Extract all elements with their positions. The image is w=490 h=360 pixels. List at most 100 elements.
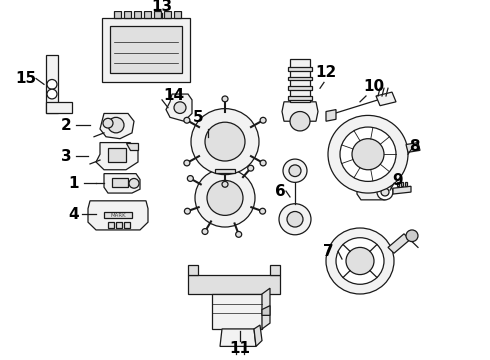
Polygon shape [124, 222, 130, 228]
Polygon shape [405, 183, 407, 186]
Circle shape [236, 231, 242, 237]
Polygon shape [134, 10, 141, 18]
Text: 2: 2 [61, 118, 72, 132]
Circle shape [222, 96, 228, 102]
Polygon shape [288, 96, 312, 100]
Polygon shape [288, 86, 312, 90]
Circle shape [174, 102, 186, 113]
Polygon shape [46, 55, 58, 113]
Circle shape [328, 116, 408, 193]
Text: 6: 6 [274, 184, 285, 199]
Circle shape [336, 238, 384, 284]
Circle shape [191, 109, 259, 175]
Circle shape [381, 188, 389, 196]
Circle shape [289, 165, 301, 176]
Text: 11: 11 [229, 341, 250, 356]
Polygon shape [88, 201, 148, 230]
Text: 3: 3 [61, 149, 72, 164]
Polygon shape [254, 325, 262, 346]
Text: 12: 12 [316, 65, 337, 80]
Polygon shape [104, 174, 140, 193]
Circle shape [248, 165, 254, 171]
Circle shape [260, 160, 266, 166]
Polygon shape [108, 148, 126, 162]
Polygon shape [290, 59, 310, 102]
Polygon shape [164, 10, 171, 18]
Polygon shape [102, 18, 190, 82]
Text: 14: 14 [164, 89, 185, 103]
Circle shape [260, 117, 266, 123]
Circle shape [184, 117, 190, 123]
Polygon shape [288, 67, 312, 71]
Polygon shape [96, 143, 138, 170]
Text: 9: 9 [392, 173, 403, 188]
Text: 10: 10 [364, 79, 385, 94]
Polygon shape [270, 265, 280, 275]
Circle shape [215, 157, 221, 163]
Polygon shape [188, 265, 198, 275]
Circle shape [346, 247, 374, 275]
Text: 5: 5 [193, 110, 203, 125]
Circle shape [222, 181, 228, 187]
Circle shape [406, 230, 418, 242]
Polygon shape [393, 186, 411, 194]
Polygon shape [144, 10, 151, 18]
Polygon shape [282, 102, 318, 121]
Text: MARK: MARK [110, 213, 126, 218]
Polygon shape [166, 94, 192, 121]
Circle shape [283, 159, 307, 183]
Polygon shape [112, 177, 128, 187]
Polygon shape [116, 222, 122, 228]
Circle shape [352, 139, 384, 170]
Polygon shape [262, 288, 270, 329]
Polygon shape [126, 143, 138, 150]
Polygon shape [154, 10, 161, 18]
Text: 4: 4 [69, 207, 79, 222]
Circle shape [184, 208, 191, 214]
Polygon shape [108, 222, 114, 228]
Circle shape [287, 211, 303, 227]
Polygon shape [215, 169, 235, 173]
Polygon shape [110, 26, 182, 73]
Circle shape [202, 229, 208, 234]
Circle shape [207, 180, 243, 215]
Circle shape [340, 127, 396, 181]
Circle shape [377, 184, 393, 200]
Circle shape [47, 89, 57, 99]
Polygon shape [262, 306, 270, 315]
Circle shape [129, 179, 139, 188]
Text: 15: 15 [16, 71, 37, 86]
Polygon shape [104, 212, 132, 218]
Polygon shape [288, 77, 312, 81]
Circle shape [290, 112, 310, 131]
Circle shape [326, 228, 394, 294]
Circle shape [47, 80, 57, 89]
Polygon shape [388, 234, 410, 253]
Circle shape [205, 122, 245, 161]
Polygon shape [220, 329, 256, 346]
Polygon shape [46, 102, 72, 113]
Polygon shape [124, 10, 131, 18]
Polygon shape [100, 113, 134, 139]
Text: 1: 1 [69, 176, 79, 191]
Polygon shape [376, 92, 396, 106]
Text: 13: 13 [151, 0, 172, 14]
Text: 7: 7 [323, 244, 333, 259]
Circle shape [108, 117, 124, 133]
Polygon shape [406, 143, 420, 152]
Text: 8: 8 [409, 139, 419, 154]
Polygon shape [212, 294, 262, 329]
Polygon shape [397, 183, 399, 186]
Polygon shape [326, 109, 336, 121]
Polygon shape [188, 275, 280, 294]
Circle shape [279, 204, 311, 235]
Circle shape [103, 118, 113, 128]
Circle shape [195, 169, 255, 227]
Circle shape [187, 176, 194, 181]
Polygon shape [357, 183, 391, 200]
Circle shape [184, 160, 190, 166]
Polygon shape [401, 183, 403, 186]
Circle shape [260, 208, 266, 214]
Polygon shape [174, 10, 181, 18]
Polygon shape [114, 10, 121, 18]
